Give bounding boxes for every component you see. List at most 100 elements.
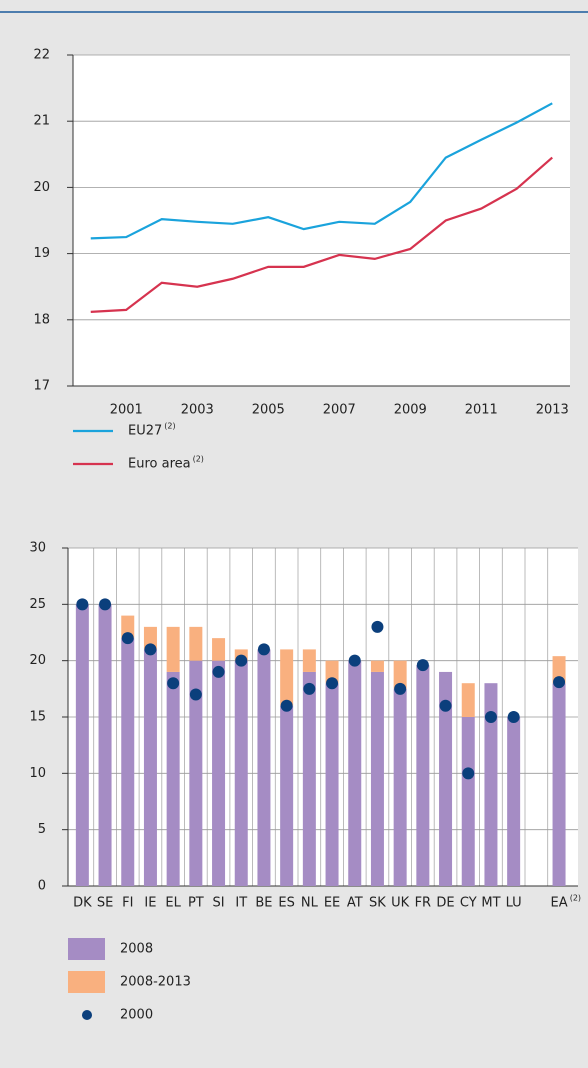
x-tick-label: 2009 bbox=[394, 403, 427, 418]
dot bbox=[303, 682, 316, 695]
x-tick-label: IE bbox=[144, 896, 156, 911]
legend-label: 2008-2013 bbox=[120, 975, 191, 990]
dot bbox=[257, 643, 270, 656]
x-tick-label: SI bbox=[213, 896, 225, 911]
bar bbox=[166, 626, 180, 672]
x-tick-label: SE bbox=[97, 896, 113, 911]
dot bbox=[439, 699, 452, 712]
bar bbox=[166, 671, 180, 886]
x-tick-label: FI bbox=[122, 896, 133, 911]
y-tick-label: 21 bbox=[33, 114, 50, 129]
y-tick-label: 5 bbox=[38, 822, 46, 837]
line bbox=[90, 156, 553, 313]
bar bbox=[416, 665, 430, 886]
y-tick-label: 22 bbox=[33, 48, 50, 63]
bar bbox=[189, 626, 203, 661]
x-tick-label: DK bbox=[73, 896, 92, 911]
x-tick-label: IT bbox=[235, 896, 247, 911]
legend-label: EU27 bbox=[128, 424, 162, 439]
dot bbox=[212, 665, 225, 678]
dot bbox=[235, 654, 248, 667]
legend-label: 2008 bbox=[120, 942, 153, 957]
bar bbox=[143, 649, 157, 886]
y-tick-label: 10 bbox=[29, 766, 46, 781]
y-tick-label: 20 bbox=[29, 653, 46, 668]
bar bbox=[302, 671, 316, 886]
x-tick-label: AT bbox=[347, 896, 363, 911]
y-tick-label: 30 bbox=[29, 541, 46, 556]
dot bbox=[326, 677, 339, 690]
bar bbox=[552, 656, 566, 684]
y-tick-label: 15 bbox=[29, 710, 46, 725]
x-tick-label: LU bbox=[506, 896, 522, 911]
x-tick-label: 2013 bbox=[536, 403, 569, 418]
bar bbox=[393, 688, 407, 886]
x-tick-label: 2005 bbox=[252, 403, 285, 418]
dot bbox=[99, 598, 112, 611]
bar bbox=[370, 660, 384, 672]
bar bbox=[280, 705, 294, 886]
bar bbox=[325, 683, 339, 886]
x-tick-label: SK bbox=[369, 896, 386, 911]
x-tick-label: EA bbox=[550, 896, 567, 911]
bar bbox=[257, 649, 271, 886]
bar bbox=[212, 660, 226, 886]
bar bbox=[393, 660, 407, 689]
bar bbox=[461, 683, 475, 717]
bar bbox=[439, 671, 453, 886]
bar bbox=[461, 717, 475, 886]
dot bbox=[462, 767, 475, 780]
bar bbox=[121, 615, 135, 639]
x-tick-label: FR bbox=[415, 896, 432, 911]
dot bbox=[280, 699, 293, 712]
legend-swatch bbox=[68, 971, 105, 993]
bar bbox=[121, 638, 135, 886]
x-tick-label: ES bbox=[278, 896, 294, 911]
x-tick-label: 2011 bbox=[465, 403, 498, 418]
bar bbox=[234, 660, 248, 886]
x-tick-label: 2007 bbox=[323, 403, 356, 418]
legend-swatch bbox=[82, 1010, 92, 1020]
bar bbox=[325, 660, 339, 684]
legend-swatch bbox=[68, 938, 105, 960]
x-tick-label: EE bbox=[324, 896, 340, 911]
bar bbox=[348, 660, 362, 886]
dot bbox=[484, 711, 497, 723]
x-tick-label: EL bbox=[165, 896, 181, 911]
bar bbox=[189, 660, 203, 886]
y-tick-label: 18 bbox=[33, 312, 50, 327]
dot bbox=[121, 632, 134, 645]
dot bbox=[348, 654, 361, 667]
bar bbox=[302, 649, 316, 672]
x-tick-label: 2001 bbox=[110, 403, 143, 418]
y-tick-label: 20 bbox=[33, 180, 50, 195]
bar bbox=[75, 604, 89, 886]
footnote-marker: (2) bbox=[193, 455, 204, 464]
plot-area bbox=[73, 55, 570, 386]
x-tick-label: 2003 bbox=[181, 403, 214, 418]
dot bbox=[507, 711, 520, 723]
dot bbox=[371, 620, 384, 633]
dot bbox=[76, 598, 89, 611]
y-tick-label: 0 bbox=[38, 879, 46, 894]
footnote-marker: (2) bbox=[570, 894, 581, 903]
legend-label: 2000 bbox=[120, 1008, 153, 1023]
line bbox=[90, 102, 553, 240]
y-tick-label: 17 bbox=[33, 379, 50, 394]
bar bbox=[552, 683, 566, 886]
bar bbox=[484, 683, 498, 886]
x-tick-label: MT bbox=[481, 896, 500, 911]
bar bbox=[370, 671, 384, 886]
bar bbox=[280, 649, 294, 706]
bar bbox=[143, 626, 157, 650]
dot bbox=[394, 682, 407, 695]
bar bbox=[212, 638, 226, 661]
bar bbox=[507, 717, 521, 886]
dot bbox=[189, 688, 202, 701]
y-tick-label: 19 bbox=[33, 246, 50, 261]
x-tick-label: BE bbox=[255, 896, 272, 911]
x-tick-label: NL bbox=[301, 896, 319, 911]
x-tick-label: CY bbox=[460, 896, 477, 911]
dot bbox=[553, 676, 566, 689]
